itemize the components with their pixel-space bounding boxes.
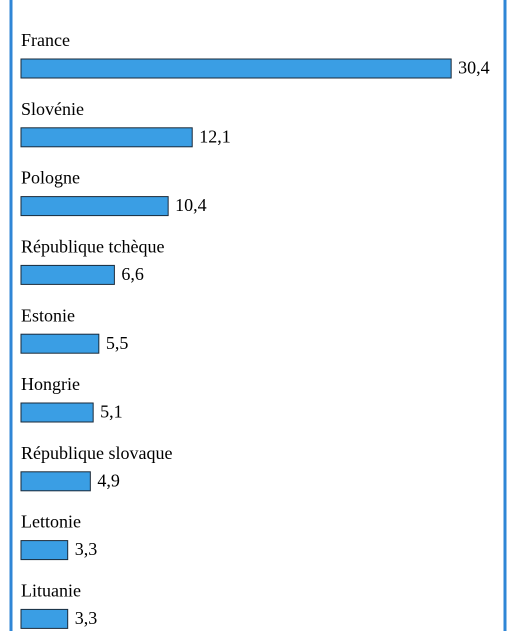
value-label: 12,1 <box>199 126 231 146</box>
bar <box>20 471 91 492</box>
category-label: Estonie <box>21 305 75 325</box>
bar <box>20 540 69 561</box>
value-label: 5,5 <box>106 333 129 353</box>
value-label: 5,1 <box>100 402 123 422</box>
value-label: 6,6 <box>121 264 144 284</box>
category-label: République tchèque <box>21 237 164 257</box>
value-label: 10,4 <box>175 195 207 215</box>
bar <box>20 196 169 217</box>
category-label: Lituanie <box>21 581 81 601</box>
category-label: Lettonie <box>21 512 81 532</box>
category-label: République slovaque <box>21 443 172 463</box>
category-label: Hongrie <box>21 374 80 394</box>
bar <box>20 58 452 79</box>
bar <box>20 333 100 354</box>
value-label: 30,4 <box>458 58 490 78</box>
bar <box>20 608 69 629</box>
bar <box>20 402 94 423</box>
bar <box>20 264 115 285</box>
category-label: France <box>21 30 70 50</box>
bar <box>20 127 193 148</box>
category-label: Pologne <box>21 168 80 188</box>
value-label: 3,3 <box>75 608 98 628</box>
value-label: 3,3 <box>75 539 98 559</box>
value-label: 4,9 <box>97 470 120 490</box>
category-label: Slovénie <box>21 99 84 119</box>
